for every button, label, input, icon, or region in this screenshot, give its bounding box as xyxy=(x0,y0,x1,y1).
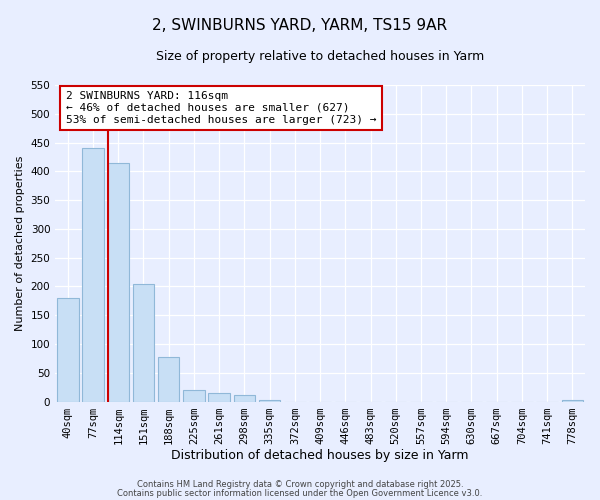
Text: 2, SWINBURNS YARD, YARM, TS15 9AR: 2, SWINBURNS YARD, YARM, TS15 9AR xyxy=(152,18,448,32)
Bar xyxy=(57,298,79,402)
Text: Contains HM Land Registry data © Crown copyright and database right 2025.: Contains HM Land Registry data © Crown c… xyxy=(137,480,463,489)
X-axis label: Distribution of detached houses by size in Yarm: Distribution of detached houses by size … xyxy=(172,450,469,462)
Bar xyxy=(133,284,154,402)
Bar xyxy=(183,390,205,402)
Bar xyxy=(259,400,280,402)
Bar xyxy=(208,393,230,402)
Text: Contains public sector information licensed under the Open Government Licence v3: Contains public sector information licen… xyxy=(118,488,482,498)
Bar xyxy=(107,162,129,402)
Bar xyxy=(82,148,104,402)
Text: 2 SWINBURNS YARD: 116sqm
← 46% of detached houses are smaller (627)
53% of semi-: 2 SWINBURNS YARD: 116sqm ← 46% of detach… xyxy=(66,92,376,124)
Bar xyxy=(233,396,255,402)
Title: Size of property relative to detached houses in Yarm: Size of property relative to detached ho… xyxy=(156,50,484,63)
Bar xyxy=(158,356,179,402)
Bar xyxy=(562,400,583,402)
Y-axis label: Number of detached properties: Number of detached properties xyxy=(15,156,25,331)
